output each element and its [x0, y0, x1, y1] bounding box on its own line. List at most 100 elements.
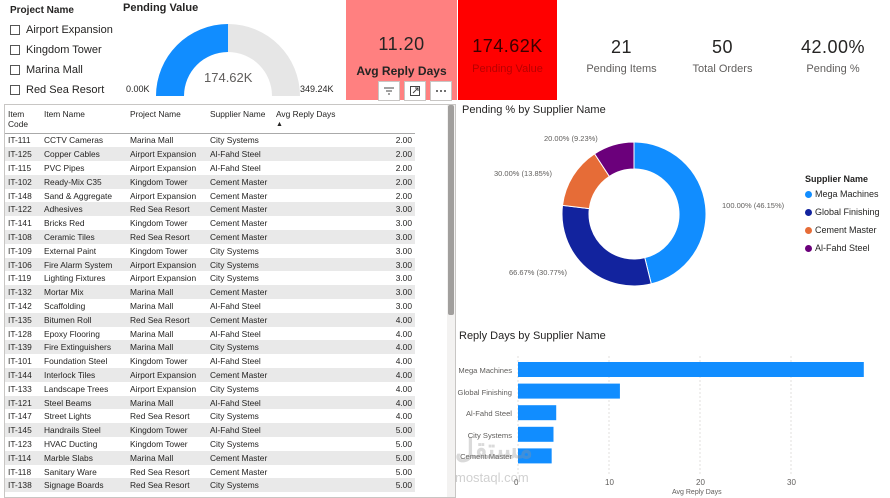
table-row[interactable]: IT-118 Sanitary Ware Red Sea Resort Cement … [5, 465, 415, 479]
table-row[interactable]: IT-106 Fire Alarm System Airport Expansion… [5, 257, 415, 272]
legend-item-mega-machines[interactable]: Mega Machines [805, 189, 879, 199]
slicer-item-marina-mall[interactable]: Marina Mall [10, 64, 83, 76]
focus-mode-icon[interactable] [404, 81, 426, 101]
table-row[interactable]: IT-123 HVAC Ducting Kingdom Tower City Syst… [5, 437, 415, 451]
table-cell: 3.00 [273, 230, 415, 244]
table-cell: IT-147 [8, 411, 32, 422]
column-header-project-name[interactable]: Project Name [127, 105, 207, 134]
table-row[interactable]: IT-101 Foundation Steel Kingdom Tower Al-Fa… [5, 354, 415, 368]
table-row[interactable]: IT-132 Mortar Mix Marina Mall Cement Master… [5, 285, 415, 300]
table-row[interactable]: IT-111 CCTV Cameras Marina Mall City System… [5, 133, 415, 147]
card-value: 21 [610, 37, 633, 57]
table-cell: Airport Expansion [130, 383, 197, 394]
checkbox[interactable] [10, 45, 20, 55]
table-cell: 4.00 [273, 312, 415, 327]
table-cell: Handrails Steel [41, 423, 127, 438]
donut-chart[interactable] [462, 120, 802, 300]
scrollbar-thumb[interactable] [448, 105, 454, 315]
column-header-avg-reply-days[interactable]: Avg Reply Days ▲ [273, 105, 415, 134]
column-header-supplier-name[interactable]: Supplier Name [207, 105, 273, 134]
category-label: Mega Machines [458, 366, 512, 375]
checkbox[interactable] [10, 85, 20, 95]
checkbox[interactable] [10, 25, 20, 35]
legend-item-al-fahd-steel[interactable]: Al-Fahd Steel [805, 243, 870, 253]
table-cell: Scaffolding [44, 300, 86, 311]
table-cell: Marina Mall [127, 340, 207, 355]
pending-items-card[interactable]: 21 Pending Items [570, 0, 673, 100]
table-row[interactable]: IT-141 Bricks Red Kingdom Tower Cement Mast… [5, 216, 415, 230]
slicer-item-red-sea-resort[interactable]: Red Sea Resort [10, 84, 104, 96]
bar-global-finishing[interactable] [518, 383, 620, 399]
table-row[interactable]: IT-128 Epoxy Flooring Marina Mall Al-Fahd S… [5, 327, 415, 341]
table-cell: 5.00 [273, 478, 415, 493]
category-label: City Systems [467, 431, 512, 440]
column-header-item-code[interactable]: Item Code [5, 105, 41, 134]
bar-cement-master[interactable] [518, 448, 552, 464]
legend-item-global-finishing[interactable]: Global Finishing [805, 207, 880, 217]
table-cell: Cement Master [207, 174, 273, 189]
table-cell: City Systems [210, 245, 259, 256]
pending-value-gauge[interactable]: Pending Value 174.62K 0.00K 349.24K [122, 0, 344, 100]
bar-mega-machines[interactable] [518, 362, 864, 377]
table-scrollbar[interactable] [447, 105, 455, 497]
filter-icon[interactable] [378, 81, 400, 101]
table-cell: IT-102 [5, 174, 41, 189]
table-row[interactable]: IT-142 Scaffolding Marina Mall Al-Fahd Stee… [5, 299, 415, 313]
legend-item-cement-master[interactable]: Cement Master [805, 225, 877, 235]
total-orders-card[interactable]: 50 Total Orders [672, 0, 773, 100]
slicer-item-label: Kingdom Tower [26, 44, 102, 56]
table-cell: Marina Mall [127, 450, 207, 465]
table-row[interactable]: IT-144 Interlock Tiles Airport Expansion Ce… [5, 368, 415, 382]
bar-city-systems[interactable] [518, 426, 554, 442]
card-label: Total Orders [692, 63, 753, 75]
table-cell: IT-144 [5, 368, 41, 382]
table-cell: Interlock Tiles [41, 368, 127, 382]
table-row[interactable]: IT-121 Steel Beams Marina Mall Al-Fahd Stee… [5, 395, 415, 410]
table-cell: 2.00 [273, 147, 415, 162]
table-cell: Steel Beams [41, 395, 127, 410]
table-row[interactable]: IT-115 PVC Pipes Airport Expansion Al-Fahd … [5, 161, 415, 175]
bar-chart[interactable] [516, 356, 876, 476]
pending-pct-card[interactable]: 42.00% Pending % [782, 0, 884, 100]
table-cell: Kingdom Tower [127, 174, 207, 189]
table-cell: 5.00 [395, 438, 412, 449]
donut-slice-global-finishing[interactable] [561, 204, 652, 287]
gauge-value: 174.62K [204, 70, 253, 85]
items-table[interactable]: Item Code Item Name Project Name Supplie… [4, 104, 456, 498]
table-row[interactable]: IT-133 Landscape Trees Airport Expansion Ci… [5, 382, 415, 396]
table-cell: 4.00 [273, 368, 415, 382]
table-row[interactable]: IT-145 Handrails Steel Kingdom Tower Al-Fah… [5, 423, 415, 438]
table-row[interactable]: IT-122 Adhesives Red Sea Resort Cement Mast… [5, 202, 415, 217]
table-cell: Adhesives [41, 202, 127, 217]
checkbox[interactable] [10, 65, 20, 75]
pending-value-card[interactable]: 174.62K Pending Value [458, 0, 557, 100]
table-row[interactable]: IT-138 Signage Boards Red Sea Resort City S… [5, 478, 415, 493]
column-header-item-name[interactable]: Item Name [41, 105, 127, 134]
table-row[interactable]: IT-108 Ceramic Tiles Red Sea Resort Cement … [5, 230, 415, 244]
more-options-icon[interactable] [430, 81, 452, 101]
table-row[interactable]: IT-109 External Paint Kingdom Tower City Sy… [5, 244, 415, 258]
table-cell: 5.00 [273, 450, 415, 465]
table-cell: Fire Alarm System [41, 257, 127, 272]
table-row[interactable]: IT-147 Street Lights Red Sea Resort City Sy… [5, 409, 415, 423]
slicer-item-kingdom-tower[interactable]: Kingdom Tower [10, 44, 102, 56]
table-cell: Airport Expansion [127, 147, 207, 162]
table-row[interactable]: IT-119 Lighting Fixtures Airport Expansion… [5, 271, 415, 285]
table-row[interactable]: IT-114 Marble Slabs Marina Mall Cement Mast… [5, 450, 415, 465]
slicer-item-airport-expansion[interactable]: Airport Expansion [10, 24, 113, 36]
bar-al-fahd-steel[interactable] [518, 405, 557, 421]
table-row[interactable]: IT-139 Fire Extinguishers Marina Mall City … [5, 340, 415, 355]
table-row[interactable]: IT-125 Copper Cables Airport Expansion Al-F… [5, 147, 415, 162]
table-row[interactable]: IT-102 Ready-Mix C35 Kingdom Tower Cement M… [5, 174, 415, 189]
table-cell: IT-121 [5, 395, 41, 410]
table-row[interactable]: IT-135 Bitumen Roll Red Sea Resort Cement M… [5, 312, 415, 327]
table-cell: 2.00 [395, 162, 412, 173]
table-row[interactable]: IT-148 Sand & Aggregate Airport Expansion C… [5, 189, 415, 203]
table-cell: IT-108 [5, 230, 41, 244]
donut-slice-mega-machines[interactable] [633, 141, 707, 285]
donut-slice-al-fahd-steel[interactable] [593, 141, 635, 178]
column-header-label: Avg Reply Days [276, 109, 336, 119]
table-cell: Cement Master [207, 312, 273, 327]
table-cell: Airport Expansion [127, 368, 207, 382]
table-cell: Kingdom Tower [127, 423, 207, 438]
